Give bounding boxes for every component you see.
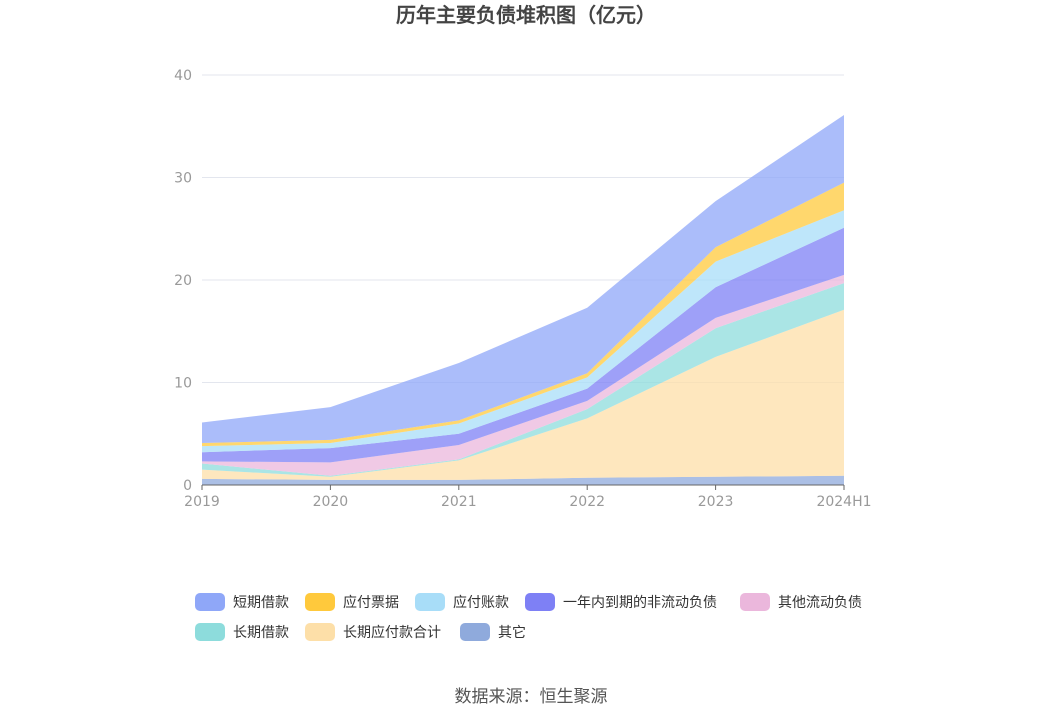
x-tick-label: 2019 bbox=[184, 494, 220, 510]
legend-item[interactable]: 应付账款 bbox=[415, 593, 509, 611]
legend-swatch bbox=[305, 593, 335, 611]
legend-label: 其它 bbox=[498, 624, 526, 641]
x-tick-label: 2020 bbox=[313, 494, 349, 510]
legend-swatch bbox=[460, 623, 490, 641]
legend-swatch bbox=[195, 593, 225, 611]
legend-swatch bbox=[740, 593, 770, 611]
legend-swatch bbox=[305, 623, 335, 641]
legend-item[interactable]: 长期应付款合计 bbox=[305, 623, 441, 641]
y-tick-label: 0 bbox=[183, 478, 192, 494]
area-series-0 bbox=[202, 475, 844, 485]
axis-layer: 2019 2020 2021 2022 2023 2024H1 bbox=[184, 484, 872, 510]
legend-swatch bbox=[415, 593, 445, 611]
y-tick-label: 30 bbox=[174, 171, 192, 187]
area-series-5 bbox=[202, 210, 844, 453]
legend-item[interactable]: 其它 bbox=[460, 623, 526, 641]
y-tick-label: 40 bbox=[174, 68, 192, 84]
legend-item[interactable]: 其他流动负债 bbox=[740, 593, 862, 611]
x-tick-label: 2024H1 bbox=[816, 494, 871, 510]
y-tick-label: 20 bbox=[174, 273, 192, 289]
legend-item[interactable]: 长期借款 bbox=[195, 623, 289, 641]
y-tick-label: 10 bbox=[174, 376, 192, 392]
area-series-1 bbox=[202, 309, 844, 480]
legend-label: 长期应付款合计 bbox=[343, 624, 441, 641]
legend-label: 长期借款 bbox=[233, 625, 289, 641]
legend-swatch bbox=[525, 593, 555, 611]
legend-label: 其他流动负债 bbox=[778, 595, 862, 611]
area-series-7 bbox=[202, 115, 844, 443]
data-source-note: 数据来源：恒生聚源 bbox=[454, 687, 608, 707]
area-series-4 bbox=[202, 227, 844, 463]
legend-label: 短期借款 bbox=[233, 595, 289, 611]
x-tick-label: 2023 bbox=[698, 494, 734, 510]
x-tick-label: 2021 bbox=[441, 494, 477, 510]
legend-item[interactable]: 一年内到期的非流动负债 bbox=[525, 593, 717, 611]
x-tick-label: 2022 bbox=[569, 494, 605, 510]
legend-item[interactable]: 应付票据 bbox=[305, 593, 399, 611]
area-series-2 bbox=[202, 283, 844, 477]
legend-label: 应付票据 bbox=[343, 594, 399, 611]
legend-swatch bbox=[195, 623, 225, 641]
legend-item[interactable]: 短期借款 bbox=[195, 593, 289, 611]
area-layer bbox=[202, 115, 844, 485]
legend-label: 一年内到期的非流动负债 bbox=[563, 595, 717, 611]
legend-label: 应付账款 bbox=[453, 594, 509, 611]
chart-title: 历年主要负债堆积图（亿元） bbox=[396, 3, 656, 27]
